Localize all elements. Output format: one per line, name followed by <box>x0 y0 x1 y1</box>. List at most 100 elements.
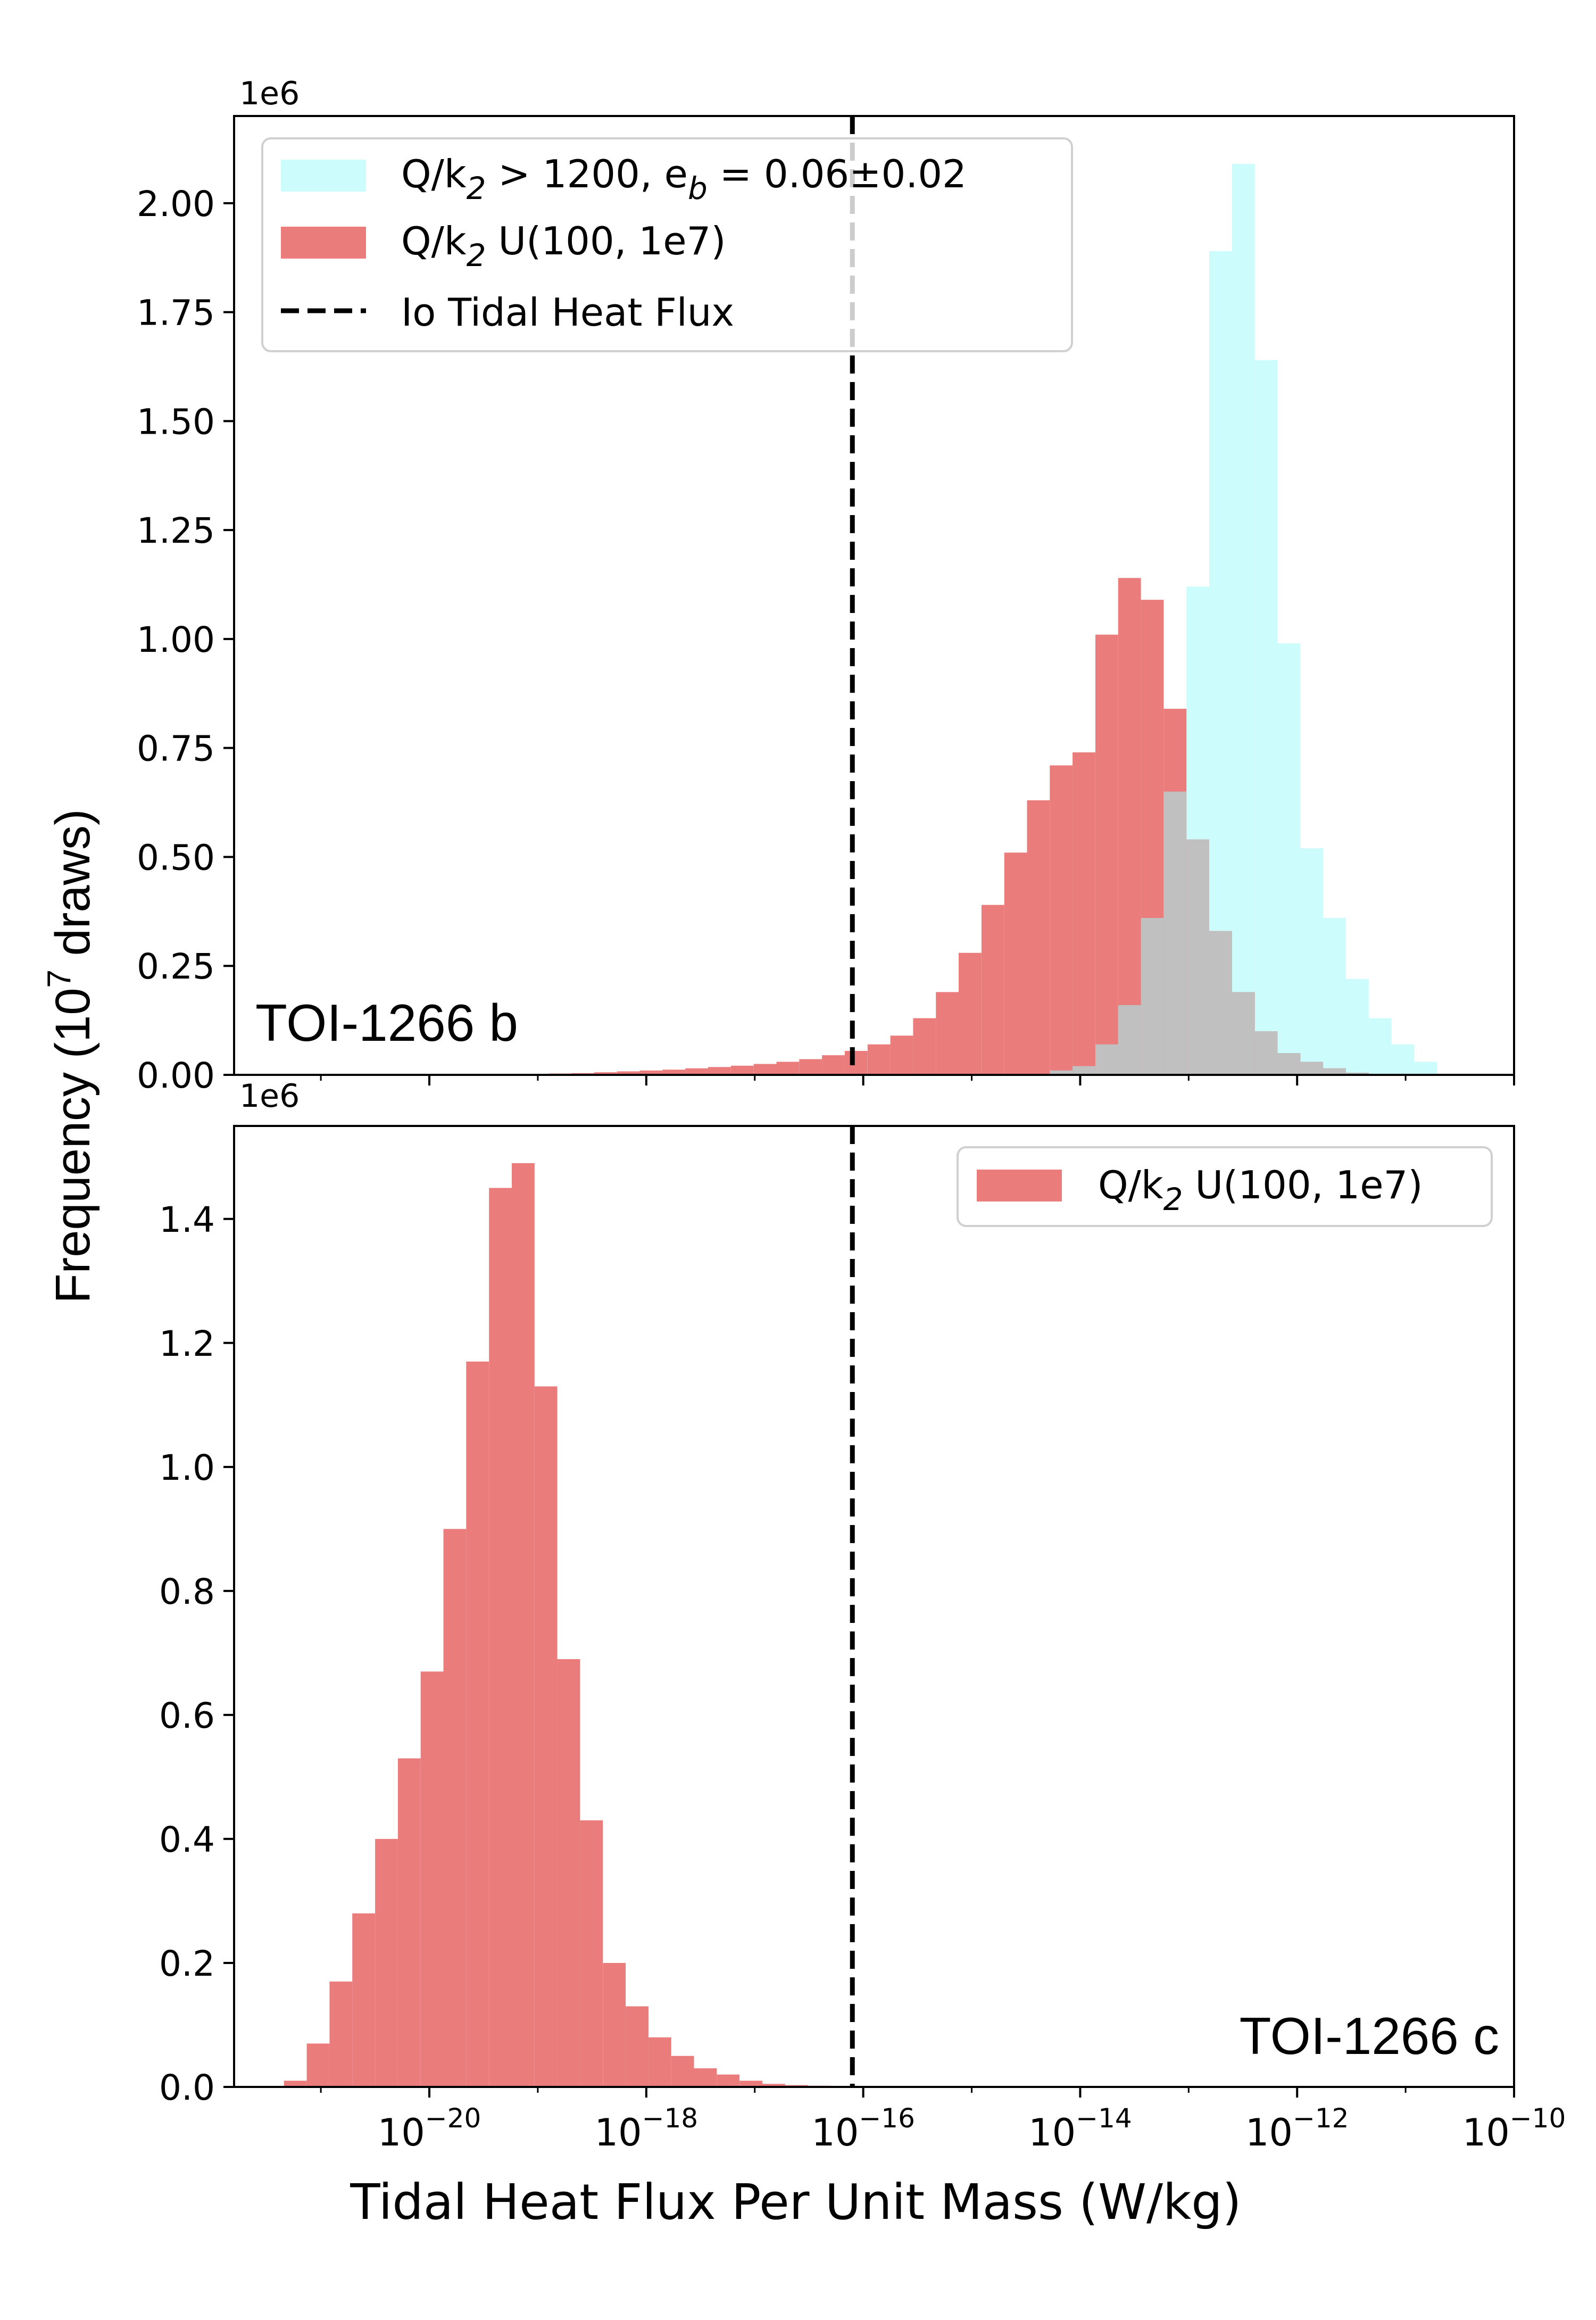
bottom-red-bar-11 <box>534 1386 558 2087</box>
top-overlap-bar-31 <box>1163 791 1187 1075</box>
bottom-red-bar-18 <box>694 2068 717 2087</box>
top-legend: Q/k2 > 1200, eb = 0.06±0.02 Q/k2 U(100, … <box>261 137 1073 352</box>
legend-label-red: Q/k2 U(100, 1e7) <box>401 219 726 274</box>
bottom-red-bar-10 <box>512 1163 535 2087</box>
top-overlap-bar-32 <box>1186 839 1209 1075</box>
bottom-red-bar-8 <box>466 1361 489 2087</box>
top-red-bar-13 <box>753 1064 777 1075</box>
top-overlap-bar-36 <box>1277 1053 1301 1075</box>
top-overlap-bar-34 <box>1232 992 1255 1075</box>
bottom-x-ticks: 10−20 10−18 10−16 10−14 10−12 10−10 <box>320 2087 1566 2155</box>
top-y-ticks: 0.00 0.25 0.50 0.75 1.00 1.25 1.50 1.75 2.00 <box>137 184 234 1096</box>
bottom-annotation: TOI-1266 c <box>1240 2007 1499 2065</box>
bottom-red-bar-19 <box>717 2074 740 2087</box>
top-cyan-bar-27 <box>1391 1044 1415 1075</box>
bottom-ytick-label-7: 1.4 <box>159 1199 215 1240</box>
legend-label-io: Io Tidal Heat Flux <box>401 290 734 335</box>
bottom-red-bar-16 <box>648 2037 671 2087</box>
top-red-bar-24 <box>1004 852 1027 1075</box>
top-cyan-bar-21 <box>1254 360 1278 1075</box>
top-red-bar-25 <box>1027 800 1050 1075</box>
top-axes-frame <box>233 115 1515 1076</box>
top-red-bar-26 <box>1050 765 1073 1075</box>
legend-swatch-cyan <box>281 160 366 192</box>
bottom-ytick-label-1: 0.2 <box>159 1943 215 1984</box>
bottom-red-bar-6 <box>420 1671 444 2087</box>
top-red-bar-23 <box>981 905 1004 1075</box>
top-ytick-label-8: 2.00 <box>137 184 215 225</box>
top-red-bar-20 <box>913 1018 936 1075</box>
bottom-ytick-label-5: 1.0 <box>159 1447 215 1488</box>
top-red-bar-15 <box>799 1059 822 1075</box>
top-ytick-label-1: 0.25 <box>137 946 215 987</box>
top-series-red <box>526 578 1392 1075</box>
top-ytick-label-2: 0.50 <box>137 837 215 878</box>
bottom-red-bar-20 <box>739 2081 762 2087</box>
bottom-red-bar-0 <box>284 2081 307 2087</box>
bottom-xtick-label-4: 10−12 <box>1245 2103 1349 2155</box>
bottom-red-bar-7 <box>443 1529 467 2087</box>
bottom-xtick-label-2: 10−16 <box>811 2103 915 2155</box>
top-red-bar-9 <box>662 1070 686 1075</box>
bottom-ytick-label-4: 0.8 <box>159 1571 215 1612</box>
top-red-bar-7 <box>617 1071 640 1075</box>
top-red-bar-8 <box>639 1070 663 1075</box>
top-annotation: TOI-1266 b <box>255 993 518 1052</box>
top-red-bar-29 <box>1118 578 1141 1075</box>
top-cyan-bar-23 <box>1300 848 1324 1075</box>
top-cyan-bar-24 <box>1323 918 1346 1075</box>
bottom-y-ticks: 0.0 0.2 0.4 0.6 0.8 1.0 1.2 1.4 <box>159 1199 234 2108</box>
top-red-bar-14 <box>776 1062 800 1075</box>
top-red-bar-17 <box>844 1051 868 1075</box>
top-cyan-bar-25 <box>1346 979 1369 1075</box>
top-overlap-bar-39 <box>1346 1072 1369 1075</box>
bottom-legend: Q/k2 U(100, 1e7) <box>957 1146 1493 1227</box>
bottom-ytick-label-6: 1.2 <box>159 1323 215 1364</box>
bottom-offset-text: 1e6 <box>239 1078 300 1115</box>
top-red-bar-16 <box>822 1055 845 1075</box>
bottom-ytick-label-3: 0.6 <box>159 1695 215 1736</box>
bottom-red-bar-5 <box>397 1758 421 2087</box>
top-red-bar-6 <box>594 1072 617 1075</box>
bottom-xtick-label-3: 10−14 <box>1028 2103 1132 2155</box>
bottom-xtick-label-5: 10−10 <box>1462 2103 1566 2155</box>
top-overlap-bar-30 <box>1141 918 1164 1075</box>
bottom-xtick-label-0: 10−20 <box>378 2103 481 2155</box>
panel-toi-1266-c: 1e6 0.00.20.40.60.81.01.21.4 10−20 10−18 1… <box>159 1078 1566 2155</box>
top-ytick-label-7: 1.75 <box>137 293 215 334</box>
legend-label-red-bottom: Q/k2 U(100, 1e7) <box>1098 1163 1423 1217</box>
top-red-bar-28 <box>1095 634 1118 1075</box>
bottom-ytick-label-0: 0.0 <box>159 2067 215 2108</box>
bottom-xtick-label-1: 10−18 <box>595 2103 699 2155</box>
top-overlap-bar-38 <box>1323 1068 1346 1075</box>
top-red-bar-18 <box>867 1044 891 1075</box>
shared-ylabel: Frequency (107 draws) <box>41 809 100 1303</box>
top-red-bar-12 <box>730 1065 754 1075</box>
top-red-bar-21 <box>936 992 959 1075</box>
top-ytick-label-6: 1.50 <box>137 401 215 442</box>
top-ytick-label-4: 1.00 <box>137 619 215 660</box>
top-red-bar-19 <box>890 1035 913 1075</box>
top-ytick-label-3: 0.75 <box>137 728 215 769</box>
top-overlap-bar-33 <box>1209 931 1232 1075</box>
top-overlap-bar-35 <box>1254 1031 1278 1075</box>
legend-label-cyan: Q/k2 > 1200, eb = 0.06±0.02 <box>401 152 967 206</box>
panel-toi-1266-b: 1e6 0.00 0.25 0.50 0.75 1.00 1.25 1.50 1.75 2.00… <box>137 75 1515 1096</box>
top-cyan-bar-20 <box>1232 164 1255 1075</box>
bottom-series-red <box>284 1163 854 2087</box>
top-cyan-bar-26 <box>1368 1018 1392 1075</box>
bottom-red-bar-14 <box>603 1963 626 2087</box>
top-ytick-label-5: 1.25 <box>137 510 215 551</box>
shared-xlabel: Tidal Heat Flux Per Unit Mass (W/kg) <box>350 2174 1241 2231</box>
top-red-bar-27 <box>1073 752 1095 1075</box>
top-red-bar-10 <box>685 1068 708 1075</box>
bottom-axes-frame <box>233 1125 1515 2088</box>
top-overlap-bar-27 <box>1073 1066 1095 1075</box>
bottom-red-bar-15 <box>626 2006 649 2087</box>
legend-swatch-red-bottom <box>977 1170 1062 1202</box>
top-red-bar-11 <box>708 1067 731 1075</box>
bottom-ytick-label-2: 0.4 <box>159 1819 215 1860</box>
bottom-red-bar-3 <box>352 1913 375 2087</box>
top-overlap-bar-26 <box>1050 1070 1073 1075</box>
